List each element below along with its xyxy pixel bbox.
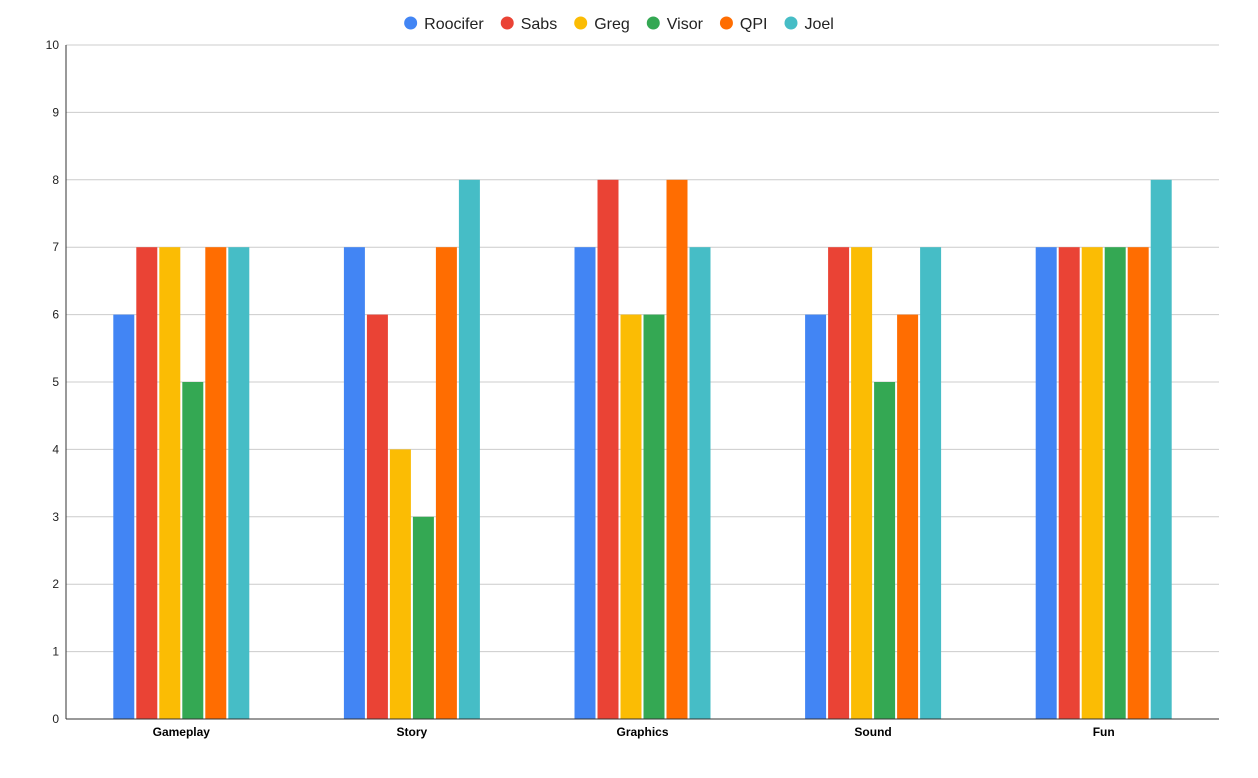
legend-item-roocifer: Roocifer [404, 16, 484, 33]
bar-qpi-sound [897, 314, 919, 719]
legend-item-joel: Joel [784, 16, 834, 33]
legend-swatch [784, 16, 798, 30]
bar-sabs-story [366, 314, 388, 719]
bar-roocifer-fun [1035, 247, 1057, 719]
legend-swatch [646, 16, 660, 30]
legend-swatch [500, 16, 514, 30]
legend-swatch [574, 16, 588, 30]
axes [65, 45, 1219, 720]
legend-label: Greg [594, 16, 630, 33]
bar-visor-story [412, 516, 434, 719]
bar-roocifer-story [343, 247, 365, 719]
bar-greg-graphics [620, 314, 642, 719]
bar-roocifer-sound [805, 314, 827, 719]
x-tick-label: Graphics [616, 725, 668, 739]
grid-lines [66, 44, 1219, 653]
bar-joel-graphics [689, 247, 711, 719]
legend-item-qpi: QPI [719, 16, 768, 33]
bar-qpi-graphics [666, 179, 688, 720]
bar-sabs-gameplay [136, 247, 158, 719]
x-tick-label: Sound [854, 725, 891, 739]
y-axis-ticks: 0 1 2 3 4 5 6 7 8 9 10 [46, 38, 60, 726]
x-tick-label: Gameplay [153, 725, 211, 739]
y-tick-label: 9 [52, 105, 59, 119]
bar-roocifer-gameplay [113, 314, 135, 719]
y-tick-label: 0 [52, 712, 59, 726]
y-tick-label: 1 [52, 645, 59, 659]
legend-swatch [404, 16, 418, 30]
bar-qpi-fun [1127, 247, 1149, 719]
x-axis-ticks: Gameplay Story Graphics Sound Fun [153, 725, 1115, 739]
bar-greg-gameplay [159, 247, 181, 719]
bar-sabs-sound [828, 247, 850, 719]
y-tick-label: 6 [52, 308, 59, 322]
bar-sabs-fun [1058, 247, 1080, 719]
legend-label: Joel [804, 16, 833, 33]
bar-qpi-gameplay [205, 247, 227, 719]
legend-item-visor: Visor [646, 16, 704, 33]
bar-greg-sound [851, 247, 873, 719]
bar-greg-story [389, 449, 411, 719]
bar-sabs-graphics [597, 179, 619, 720]
bars [113, 179, 1172, 720]
y-tick-label: 2 [52, 577, 59, 591]
y-tick-label: 8 [52, 173, 59, 187]
bar-roocifer-graphics [574, 247, 596, 719]
x-tick-label: Story [397, 725, 428, 739]
bar-qpi-story [435, 247, 457, 719]
bar-visor-gameplay [182, 382, 204, 719]
y-tick-label: 5 [52, 375, 59, 389]
legend-item-sabs: Sabs [500, 16, 557, 33]
legend-label: Visor [667, 16, 704, 33]
legend-label: Sabs [521, 16, 557, 33]
bar-visor-sound [874, 382, 896, 719]
y-tick-label: 4 [52, 442, 59, 456]
y-tick-label: 10 [46, 38, 60, 52]
legend-label: QPI [740, 16, 768, 33]
legend-swatch [719, 16, 733, 30]
bar-joel-story [458, 179, 480, 720]
x-tick-label: Fun [1093, 725, 1115, 739]
y-tick-label: 7 [52, 240, 59, 254]
bar-visor-fun [1104, 247, 1126, 719]
bar-visor-graphics [643, 314, 665, 719]
bar-greg-fun [1081, 247, 1103, 719]
legend-item-greg: Greg [574, 16, 630, 33]
bar-joel-sound [920, 247, 942, 719]
bar-joel-fun [1150, 179, 1172, 720]
y-tick-label: 3 [52, 510, 59, 524]
legend-label: Roocifer [424, 16, 484, 33]
bar-joel-gameplay [228, 247, 250, 719]
legend: Roocifer Sabs Greg Visor QPI Joel [404, 16, 834, 33]
